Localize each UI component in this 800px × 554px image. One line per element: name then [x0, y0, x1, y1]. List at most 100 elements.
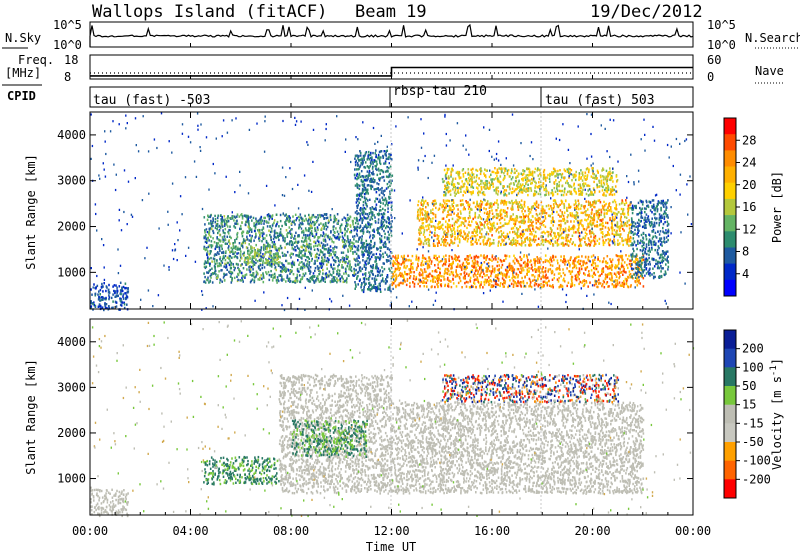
power-pixel	[387, 230, 389, 234]
power-pixel	[254, 223, 257, 226]
power-pixel	[504, 254, 506, 257]
power-pixel	[239, 269, 241, 273]
power-pixel	[590, 235, 592, 238]
power-pixel	[602, 239, 604, 242]
power-pixel	[579, 207, 582, 210]
power-pixel	[613, 284, 615, 287]
power-pixel	[468, 273, 470, 276]
power-pixel	[564, 273, 566, 277]
power-pixel	[269, 251, 272, 254]
power-pixel	[418, 228, 420, 231]
power-pixel	[515, 258, 518, 261]
power-pixel	[366, 165, 369, 168]
power-pixel	[307, 279, 310, 282]
power-pixel	[500, 199, 503, 202]
power-pixel	[299, 216, 301, 219]
power-pixel	[444, 263, 447, 266]
power-pixel	[264, 253, 266, 256]
power-pixel	[377, 256, 379, 259]
power-pixel	[229, 235, 231, 238]
power-pixel	[208, 230, 211, 233]
power-pixel	[221, 258, 224, 261]
power-pixel	[452, 277, 454, 281]
power-pixel	[212, 257, 215, 260]
power-pixel	[283, 240, 286, 243]
power-pixel	[353, 270, 356, 273]
power-pixel	[212, 224, 214, 228]
power-pixel	[615, 275, 618, 278]
power-pixel	[252, 216, 255, 220]
power-pixel	[419, 243, 422, 246]
power-pixel	[423, 200, 425, 203]
power-pixel	[534, 260, 537, 263]
power-pixel	[469, 280, 472, 283]
power-pixel	[560, 255, 562, 258]
power-pixel	[361, 235, 363, 238]
power-pixel	[318, 253, 320, 257]
power-pixel	[344, 242, 347, 246]
power-pixel	[377, 157, 379, 160]
power-pixel	[90, 288, 92, 291]
power-pixel	[380, 238, 383, 241]
power-pixel	[573, 284, 576, 287]
power-pixel	[285, 270, 287, 273]
power-pixel	[564, 259, 567, 262]
power-pixel	[563, 277, 565, 280]
power-pixel	[374, 164, 376, 168]
power-pixel	[223, 224, 226, 227]
power-pixel	[288, 242, 291, 245]
power-pixel	[491, 202, 493, 206]
power-pixel	[236, 275, 238, 278]
power-pixel	[430, 211, 432, 214]
power-pixel	[456, 229, 459, 232]
power-pixel	[440, 284, 443, 288]
power-pixel	[309, 239, 312, 242]
power-pixel	[517, 208, 520, 211]
power-pixel	[615, 205, 617, 209]
power-pixel	[279, 232, 281, 235]
power-pixel	[257, 222, 260, 225]
power-pixel	[259, 233, 261, 237]
power-pixel	[277, 253, 279, 257]
power-pixel	[450, 209, 453, 212]
power-pixel	[254, 236, 256, 239]
power-pixel	[378, 232, 381, 235]
power-pixel	[502, 281, 505, 284]
power-pixel	[386, 274, 389, 277]
power-pixel	[207, 236, 209, 240]
power-pixel	[359, 217, 362, 220]
power-pixel	[221, 217, 224, 221]
power-pixel	[495, 230, 498, 233]
power-pixel	[593, 271, 595, 274]
power-pixel	[465, 267, 467, 271]
power-pixel	[519, 215, 521, 219]
power-pixel	[486, 254, 488, 258]
power-pixel	[119, 281, 122, 284]
power-pixel	[598, 281, 600, 284]
power-pixel	[511, 238, 514, 242]
power-pixel	[304, 227, 307, 230]
power-pixel	[204, 281, 207, 284]
power-pixel	[432, 225, 435, 228]
power-pixel	[375, 203, 378, 206]
power-pixel	[210, 273, 213, 276]
power-pixel	[312, 213, 315, 217]
power-pixel	[597, 270, 599, 274]
power-pixel	[254, 249, 256, 252]
power-pixel	[503, 281, 506, 285]
power-pixel	[299, 267, 302, 270]
power-pixel	[554, 236, 557, 239]
power-pixel	[367, 225, 369, 228]
power-pixel	[332, 271, 335, 275]
power-pixel	[398, 283, 401, 287]
power-pixel	[362, 200, 365, 204]
power-pixel	[348, 265, 351, 268]
power-pixel	[424, 236, 426, 239]
power-pixel	[567, 214, 569, 217]
power-pixel	[382, 214, 384, 217]
power-pixel	[363, 156, 365, 160]
nave-tick-bottom: 0	[707, 70, 714, 84]
power-pixel	[476, 269, 478, 272]
power-pixel	[251, 219, 253, 222]
power-pixel	[403, 276, 405, 279]
